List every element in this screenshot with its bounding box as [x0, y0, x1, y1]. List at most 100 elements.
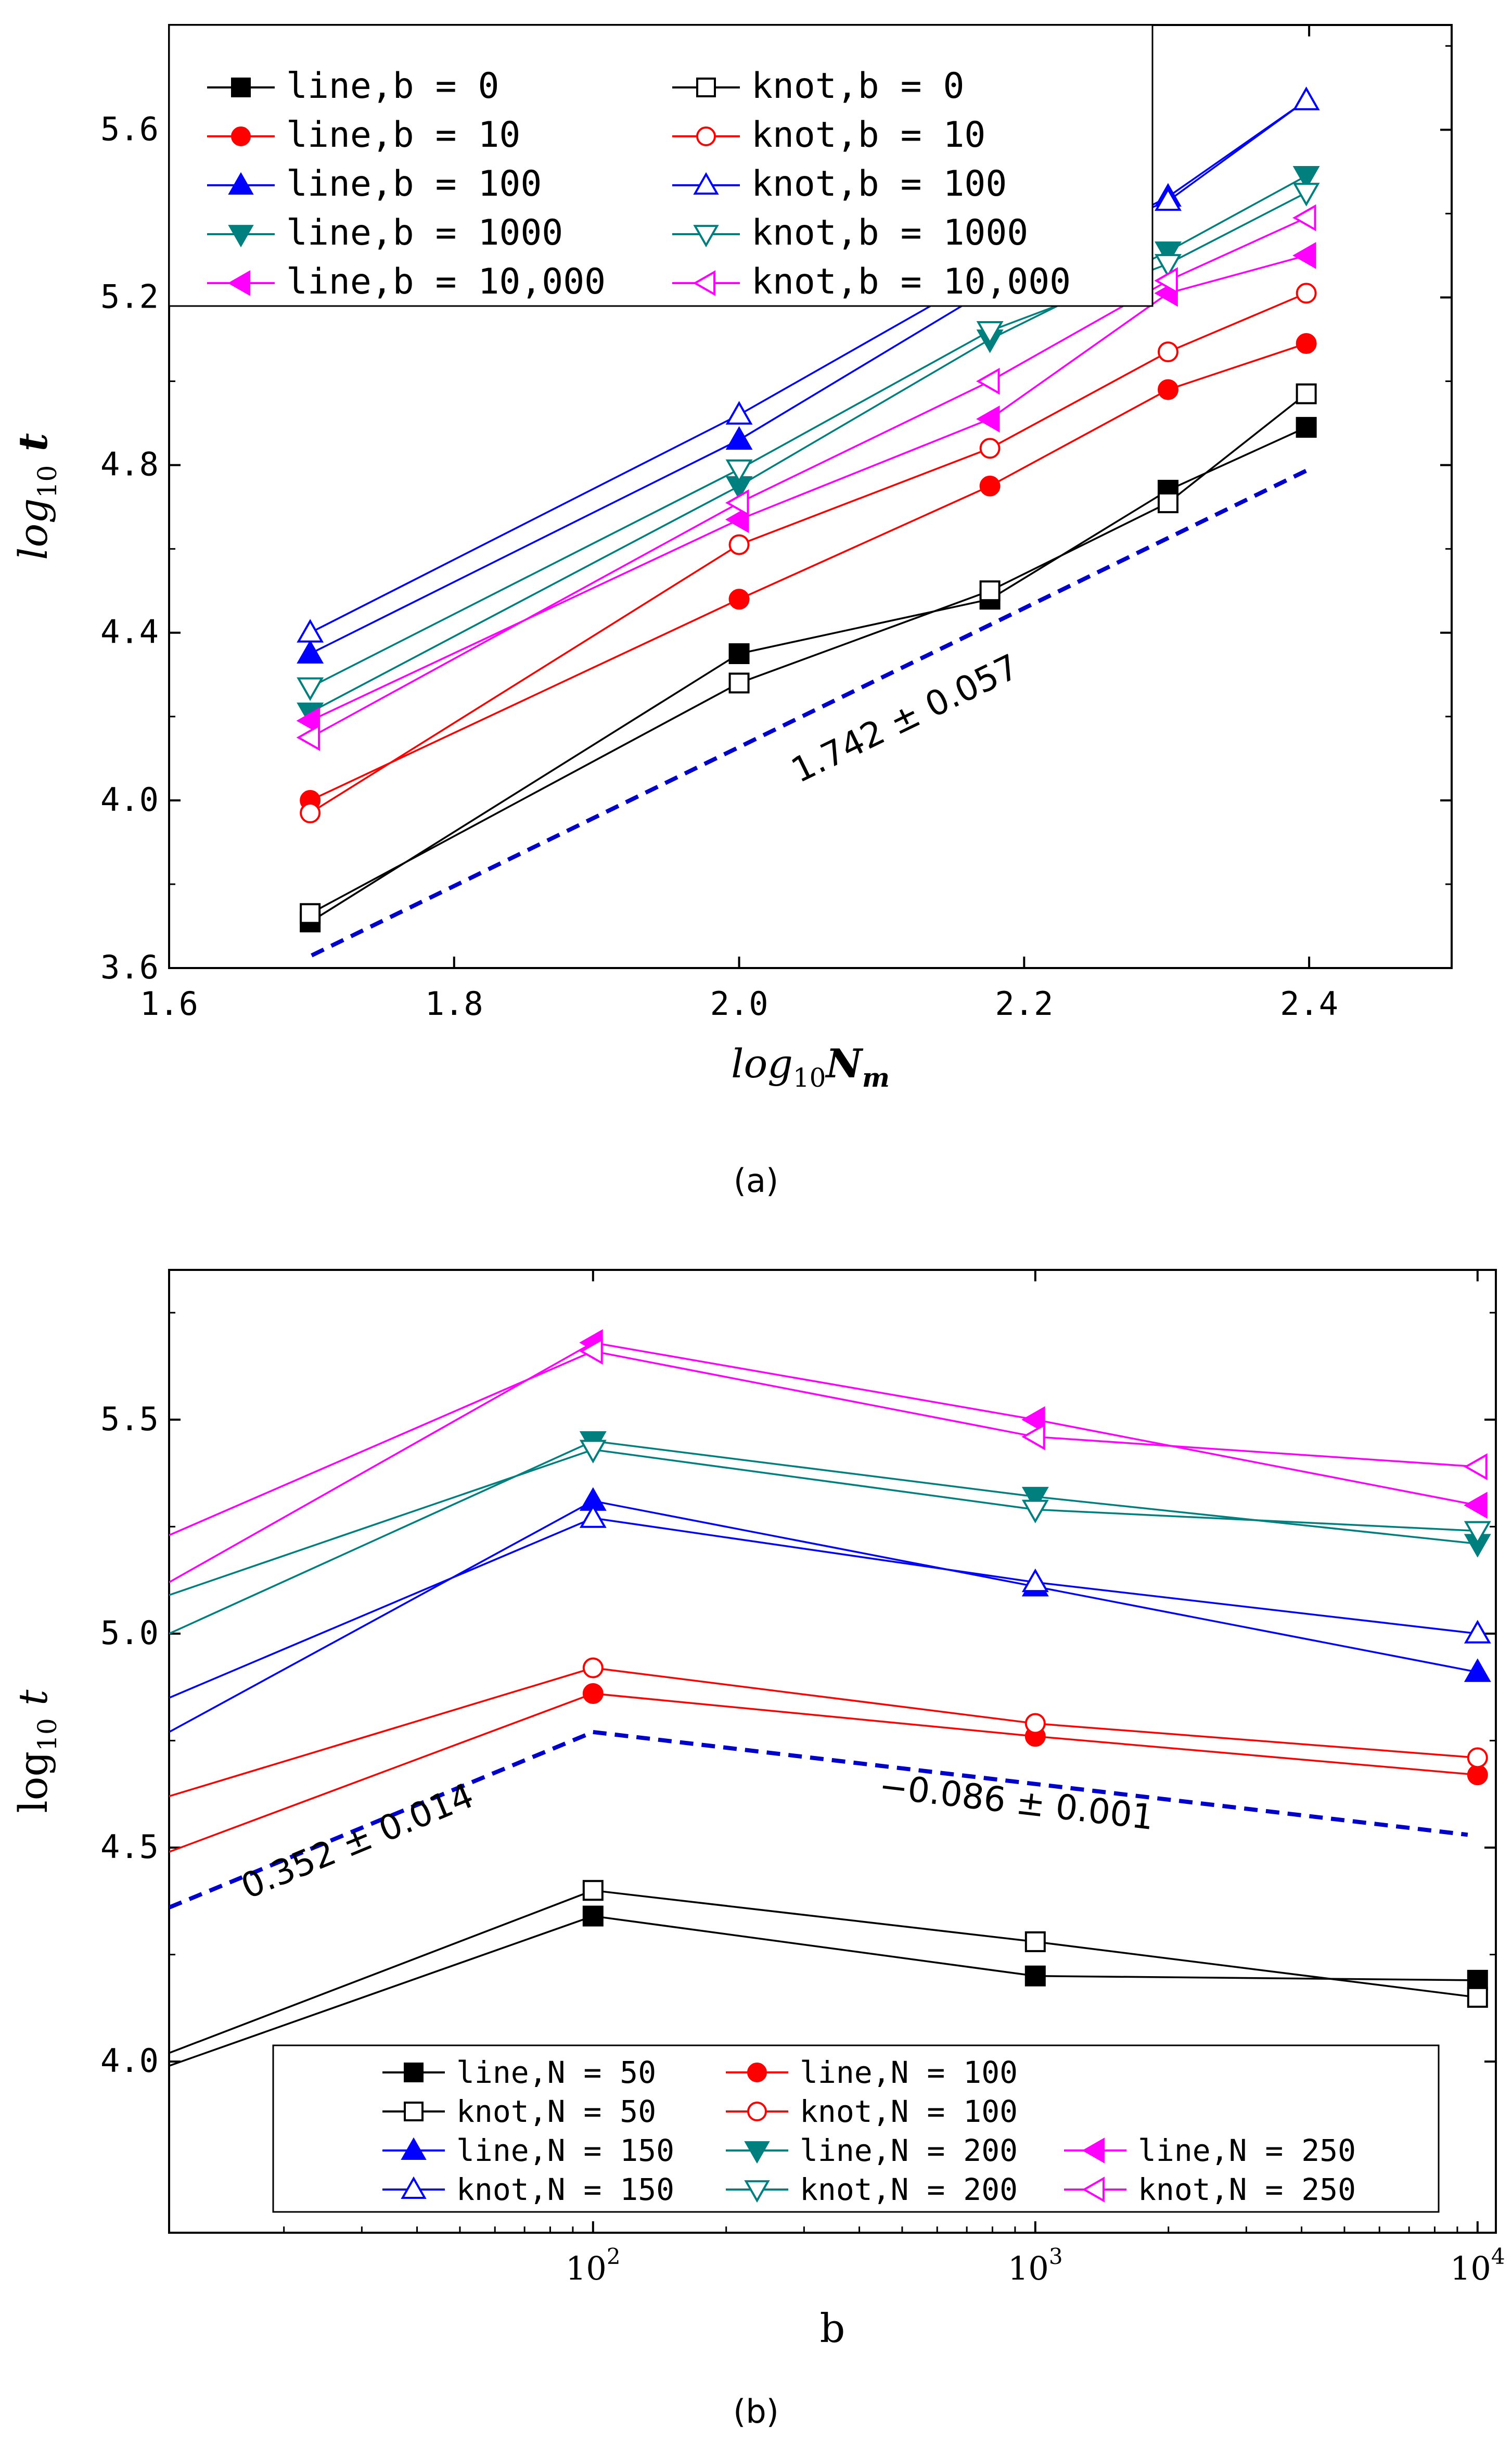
- y-axis-label-sub: 10: [32, 465, 62, 499]
- x-tick-label-exp: 3: [1049, 2244, 1063, 2269]
- legend-marker: [693, 225, 719, 248]
- legend-marker: [231, 78, 251, 97]
- data-point-knot-b-100: [297, 619, 324, 643]
- data-point-knot-n-50: [582, 1880, 604, 1901]
- data-point-knot-b-0: [300, 903, 321, 924]
- legend-marker: [693, 270, 715, 296]
- legend-item-knot-n-50: knot,N = 50: [382, 2094, 656, 2129]
- series-knot-n-150: [169, 1504, 1491, 1699]
- legend-marker: [231, 126, 251, 146]
- data-point-knot-n-200: [579, 1440, 607, 1464]
- legend-label: line,b = 100: [286, 163, 542, 205]
- y-tick-label: 5.6: [100, 110, 159, 148]
- data-point-line-b-10-000: [725, 506, 749, 533]
- legend-marker: [401, 2176, 427, 2199]
- x-axis-label-base: log: [731, 1040, 793, 1087]
- data-point-line-b-10: [1296, 333, 1317, 354]
- data-point-line-n-100: [1467, 1764, 1488, 1786]
- data-point-knot-b-10: [1157, 341, 1178, 363]
- legend-item-knot-b-0: knot,b = 0: [672, 66, 964, 107]
- legend-label: line,b = 1000: [286, 212, 563, 253]
- series-knot-n-250: [169, 1338, 1488, 1536]
- legend-box: [272, 2044, 1440, 2213]
- data-point-line-n-250: [1021, 1406, 1045, 1433]
- series-knot-n-100: [169, 1657, 1488, 1798]
- y-tick-label: 3.6: [100, 948, 159, 986]
- x-tick-label-base: 10: [1450, 2249, 1491, 2287]
- x-tick-label-base: 10: [1008, 2249, 1049, 2287]
- legend-item-line-n-50: line,N = 50: [382, 2055, 656, 2090]
- data-point-knot-n-50: [1467, 1987, 1488, 2008]
- series-line-knot-n-50: [169, 1889, 1478, 2054]
- data-point-knot-n-100: [1024, 1713, 1046, 1734]
- legend-item-line-b-0: line,b = 0: [207, 66, 499, 107]
- legend-label: knot,b = 10,000: [751, 261, 1071, 302]
- data-point-knot-n-250: [1464, 1453, 1488, 1481]
- data-point-line-n-100: [582, 1683, 604, 1704]
- legend-marker: [1082, 2177, 1105, 2203]
- legend-marker: [744, 2180, 770, 2203]
- data-point-line-b-10: [979, 475, 1001, 497]
- legend-item-line-n-150: line,N = 150: [382, 2133, 674, 2168]
- legend-label: knot,N = 150: [456, 2172, 674, 2207]
- y-tick-label: 5.2: [100, 277, 159, 315]
- legend-label: line,b = 10,000: [286, 261, 606, 302]
- data-point-line-n-50: [1024, 1965, 1046, 1987]
- data-point-knot-b-10: [979, 438, 1001, 459]
- legend-label: knot,b = 1000: [751, 212, 1028, 253]
- data-point-line-b-10: [1157, 379, 1178, 400]
- legend-item-line-b-100: line,b = 100: [207, 163, 542, 205]
- data-point-knot-n-150: [1464, 1620, 1491, 1644]
- legend-label: line,N = 50: [456, 2055, 656, 2090]
- data-point-knot-n-150: [579, 1504, 607, 1528]
- series-knot-n-200: [169, 1440, 1491, 1596]
- data-point-knot-n-150: [1021, 1568, 1049, 1593]
- data-point-line-b-10: [728, 589, 750, 610]
- y-tick-label: 4.0: [100, 2042, 159, 2080]
- data-point-knot-n-250: [579, 1338, 603, 1365]
- series-knot-b-0: [300, 383, 1317, 924]
- data-point-knot-b-0: [1157, 492, 1178, 514]
- data-point-knot-b-10-000: [1292, 204, 1316, 232]
- series-line-line-n-50: [169, 1915, 1478, 2067]
- series-knot-b-10-000: [296, 204, 1316, 752]
- data-point-knot-b-100: [1155, 187, 1182, 211]
- data-point-knot-b-1000: [297, 677, 324, 701]
- legend-marker: [747, 2102, 767, 2121]
- data-point-knot-b-10-000: [1154, 267, 1178, 295]
- data-point-line-b-10-000: [976, 405, 1000, 432]
- legend-label: knot,N = 100: [800, 2094, 1018, 2129]
- x-tick-label: 103: [1008, 2244, 1063, 2287]
- caption-a: (a): [734, 1162, 778, 1200]
- data-layer: [169, 1329, 1491, 2067]
- series-knot-b-10: [300, 283, 1317, 824]
- data-point-line-n-250: [1464, 1492, 1488, 1519]
- series-line-knot-n-150: [169, 1517, 1478, 1699]
- legend-marker: [228, 225, 254, 248]
- plot-frame: [168, 1269, 1497, 2234]
- data-point-line-b-100: [725, 426, 753, 450]
- data-point-knot-b-1000: [725, 459, 753, 483]
- legend-item-line-b-1000: line,b = 1000: [207, 212, 563, 253]
- data-point-line-b-0: [1296, 417, 1317, 438]
- data-point-knot-n-200: [1464, 1521, 1491, 1545]
- data-point-knot-b-1000: [976, 321, 1004, 345]
- series-line-line-n-150: [169, 1500, 1478, 1733]
- y-axis-label-var: t: [10, 433, 56, 465]
- legend-marker: [1082, 2137, 1105, 2164]
- data-point-knot-b-1000: [1155, 254, 1182, 278]
- x-tick-label-exp: 4: [1491, 2244, 1505, 2269]
- data-point-knot-b-1000: [1292, 183, 1320, 207]
- legend-marker: [744, 2141, 770, 2164]
- legend-label: line,N = 200: [800, 2133, 1018, 2168]
- x-tick-label: 104: [1450, 2244, 1505, 2287]
- data-point-line-n-50: [582, 1905, 604, 1927]
- legend-item-knot-n-150: knot,N = 150: [382, 2172, 674, 2207]
- data-point-knot-n-100: [582, 1657, 604, 1678]
- data-point-line-b-1000: [1155, 241, 1182, 265]
- data-point-knot-b-0: [728, 672, 750, 694]
- legend-label: line,N = 100: [800, 2055, 1018, 2090]
- data-point-knot-n-250: [1021, 1423, 1045, 1450]
- y-tick-label: 5.0: [100, 1614, 159, 1652]
